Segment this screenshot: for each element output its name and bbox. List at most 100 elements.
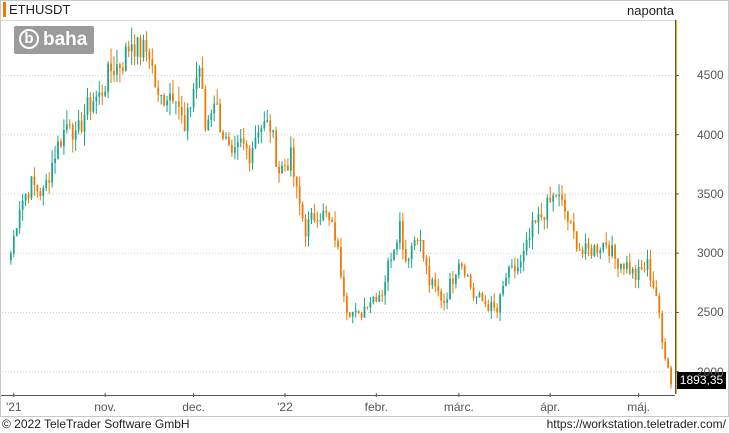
candle-body	[593, 245, 596, 256]
x-tick-label: márc.	[443, 400, 474, 414]
candle-body	[345, 296, 348, 313]
candle-body	[549, 197, 552, 202]
candle-body	[437, 286, 440, 292]
candle-body	[602, 242, 605, 251]
candle-body	[351, 311, 354, 317]
candle-body	[455, 274, 457, 284]
candle-body	[36, 184, 39, 192]
candle-body	[89, 97, 92, 112]
candle-body	[428, 266, 431, 286]
y-tick-label: 2000	[697, 364, 724, 379]
candle-body	[328, 212, 331, 220]
candle-body	[219, 103, 221, 132]
candle-body	[452, 278, 454, 284]
candle-body	[587, 243, 590, 248]
candle-body	[27, 194, 30, 199]
candle-body	[163, 94, 165, 106]
candle-body	[584, 243, 587, 254]
candle-body	[63, 129, 65, 147]
candle-body	[260, 128, 263, 133]
candle-body	[42, 188, 45, 197]
candle-body	[343, 276, 345, 297]
candle-body	[192, 88, 195, 108]
candle-body	[608, 244, 611, 256]
candle-body	[605, 242, 608, 245]
candle-body	[48, 180, 51, 183]
candle-body	[68, 124, 71, 126]
candle-body	[18, 209, 21, 229]
candle-body	[378, 295, 381, 302]
candle-body	[201, 67, 204, 89]
candle-body	[254, 137, 257, 148]
candle-body	[228, 136, 230, 145]
candle-body	[39, 191, 42, 197]
candle-body	[611, 245, 613, 256]
candle-body	[322, 210, 325, 221]
candle-body	[372, 296, 375, 303]
candle-body	[534, 220, 537, 223]
candle-body	[513, 265, 516, 272]
candle-body	[257, 132, 260, 138]
candle-body	[331, 219, 333, 223]
candle-body	[77, 120, 80, 131]
candle-body	[175, 101, 177, 103]
candle-body	[316, 220, 319, 222]
candle-body	[239, 138, 242, 143]
candle-body	[478, 293, 481, 298]
candle-body	[387, 260, 389, 282]
candle-body	[396, 242, 398, 250]
candle-body	[643, 269, 646, 271]
candle-body	[124, 46, 127, 71]
y-tick-label: 4000	[697, 127, 724, 142]
candle-body	[236, 142, 239, 148]
candle-body	[413, 240, 416, 246]
candle-body	[340, 247, 342, 277]
candle-body	[646, 259, 649, 270]
candle-body	[410, 245, 413, 260]
candle-body	[516, 267, 519, 272]
candle-body	[269, 120, 272, 133]
candle-body	[334, 222, 336, 241]
candle-body	[649, 259, 652, 281]
plot-area[interactable]	[1, 20, 675, 396]
candle-body	[287, 165, 289, 171]
candle-body	[569, 221, 572, 223]
candle-body	[625, 262, 628, 270]
candle-body	[74, 130, 77, 140]
candle-body	[57, 141, 59, 159]
source-url[interactable]: https://workstation.teletrader.com/	[546, 417, 726, 431]
candle-body	[457, 263, 460, 275]
candle-body	[667, 358, 669, 368]
logo-b-icon: b	[19, 29, 39, 49]
candle-body	[116, 64, 118, 75]
candle-body	[304, 218, 307, 237]
y-axis	[675, 20, 729, 394]
candle-body	[546, 197, 549, 221]
candle-body	[284, 165, 286, 167]
candle-body	[216, 103, 219, 105]
candle-body	[434, 279, 437, 287]
candle-body	[110, 63, 112, 72]
candle-body	[572, 222, 575, 232]
candle-body	[225, 136, 227, 139]
candle-body	[384, 281, 387, 296]
candle-body	[369, 302, 372, 308]
candle-body	[160, 94, 163, 96]
candle-body	[292, 147, 295, 178]
candle-body	[508, 266, 510, 278]
candle-body	[104, 91, 107, 96]
candle-body	[136, 37, 139, 57]
last-price-badge: 1893,35	[677, 372, 726, 389]
candle-body	[113, 71, 115, 75]
candle-body	[596, 245, 599, 253]
watermark-logo: b baha	[14, 26, 94, 54]
candle-body	[655, 287, 658, 296]
candle-body	[71, 124, 74, 140]
candle-body	[263, 121, 266, 129]
candle-body	[210, 113, 213, 120]
candle-body	[637, 267, 640, 281]
candle-body	[142, 39, 145, 58]
candle-body	[469, 275, 472, 288]
period-label[interactable]: naponta	[627, 3, 674, 18]
